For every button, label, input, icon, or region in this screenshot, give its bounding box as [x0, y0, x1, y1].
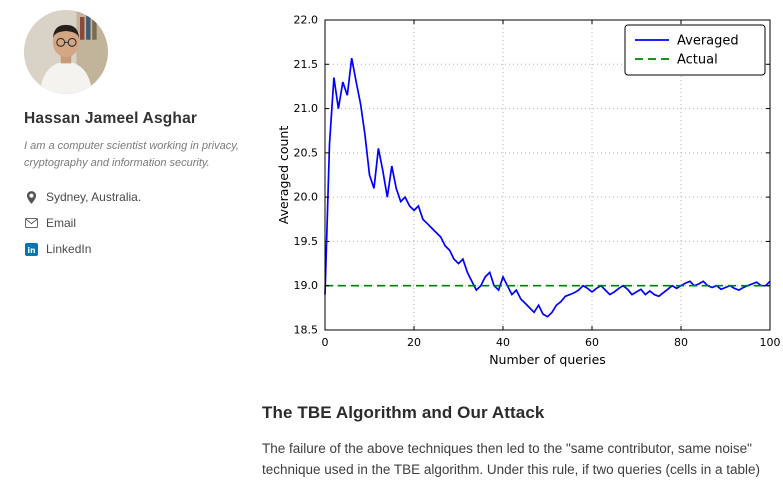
plot-frame	[324, 19, 771, 331]
svg-text:Actual: Actual	[677, 53, 718, 68]
location-pin-icon	[24, 190, 38, 204]
svg-text:80: 80	[674, 336, 688, 349]
email-link[interactable]: Email	[24, 216, 262, 230]
svg-text:21.5: 21.5	[294, 58, 319, 71]
linkedin-label: LinkedIn	[46, 242, 92, 257]
location-label: Sydney, Australia.	[46, 190, 142, 205]
svg-text:21.0: 21.0	[294, 102, 319, 115]
email-label: Email	[46, 216, 77, 231]
email-icon	[24, 216, 38, 230]
linkedin-icon: in	[24, 242, 38, 256]
svg-text:in: in	[27, 245, 35, 254]
svg-text:100: 100	[760, 336, 781, 349]
svg-text:20.0: 20.0	[294, 191, 319, 204]
profile-bio: I am a computer scientist working in pri…	[24, 140, 239, 170]
svg-text:22.0: 22.0	[294, 14, 319, 27]
series-line-averaged	[324, 57, 771, 318]
profile-name: Hassan Jameel Asghar	[24, 110, 198, 127]
chart-axes: 0 20 40 60 80 100 18.5 19.0 19.5 20.0 20.5 21.0 21.5…	[276, 14, 781, 368]
y-axis-label: Averaged count	[276, 126, 291, 225]
location-item: Sydney, Australia.	[24, 190, 262, 204]
svg-text:60: 60	[585, 336, 599, 349]
profile-sidebar: Hassan Jameel Asghar I am a computer sci…	[0, 0, 262, 268]
svg-text:Averaged: Averaged	[677, 34, 739, 49]
avatar	[24, 10, 108, 94]
svg-text:18.5: 18.5	[294, 324, 319, 337]
avatar-photo	[24, 10, 108, 94]
svg-text:19.5: 19.5	[294, 235, 319, 248]
svg-text:0: 0	[322, 336, 329, 349]
chart-legend: Averaged Actual	[624, 24, 766, 76]
chart-svg: 0 20 40 60 80 100 18.5 19.0 19.5 20.0 20.5 21.0 21.5…	[276, 14, 781, 368]
chart-figure: 0 20 40 60 80 100 18.5 19.0 19.5 20.0 20.5 21.0 21.5…	[275, 12, 783, 373]
x-axis-label: Number of queries	[489, 352, 606, 367]
article-content: 0 20 40 60 80 100 18.5 19.0 19.5 20.0 20.5 21.0 21.5…	[262, 0, 783, 480]
section-heading: The TBE Algorithm and Our Attack	[262, 403, 545, 422]
profile-meta-list: Sydney, Australia. Email in LinkedIn	[24, 190, 262, 256]
linkedin-link[interactable]: in LinkedIn	[24, 242, 262, 256]
article-paragraph: The failure of the above techniques then…	[262, 441, 761, 477]
svg-text:20: 20	[407, 336, 421, 349]
svg-text:20.5: 20.5	[294, 146, 319, 159]
svg-text:40: 40	[496, 336, 510, 349]
svg-text:19.0: 19.0	[294, 279, 319, 292]
